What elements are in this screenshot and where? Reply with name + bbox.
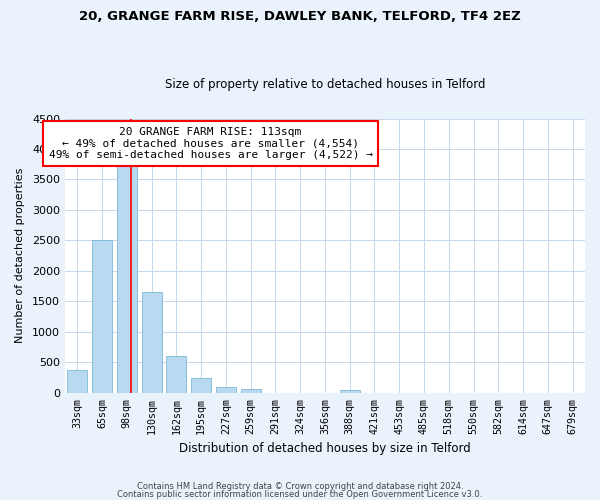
Bar xyxy=(216,386,236,393)
Bar xyxy=(241,390,260,393)
Bar xyxy=(67,370,87,393)
Bar xyxy=(92,240,112,393)
Text: Contains public sector information licensed under the Open Government Licence v3: Contains public sector information licen… xyxy=(118,490,482,499)
Bar xyxy=(166,356,186,393)
Bar xyxy=(191,378,211,393)
Bar xyxy=(117,164,137,393)
Text: Contains HM Land Registry data © Crown copyright and database right 2024.: Contains HM Land Registry data © Crown c… xyxy=(137,482,463,491)
Bar xyxy=(142,292,161,393)
Bar xyxy=(340,390,359,393)
X-axis label: Distribution of detached houses by size in Telford: Distribution of detached houses by size … xyxy=(179,442,471,455)
Text: 20, GRANGE FARM RISE, DAWLEY BANK, TELFORD, TF4 2EZ: 20, GRANGE FARM RISE, DAWLEY BANK, TELFO… xyxy=(79,10,521,23)
Title: Size of property relative to detached houses in Telford: Size of property relative to detached ho… xyxy=(165,78,485,91)
Text: 20 GRANGE FARM RISE: 113sqm
← 49% of detached houses are smaller (4,554)
49% of : 20 GRANGE FARM RISE: 113sqm ← 49% of det… xyxy=(49,127,373,160)
Y-axis label: Number of detached properties: Number of detached properties xyxy=(15,168,25,344)
